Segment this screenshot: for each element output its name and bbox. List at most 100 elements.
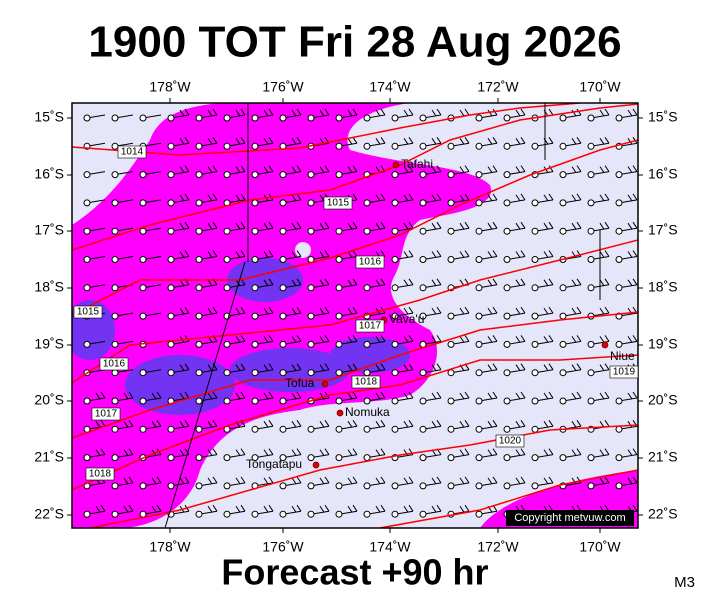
barb-flag	[576, 363, 582, 370]
barb-flag	[436, 476, 442, 484]
barb-flag	[627, 477, 633, 485]
barb-station	[83, 256, 91, 263]
barb-flag	[492, 476, 498, 484]
barb-flag	[184, 165, 190, 172]
right-lat-label: 19˚S	[648, 336, 678, 352]
wind-barb	[195, 420, 218, 433]
bottom-lon-label: 174˚W	[369, 539, 411, 555]
isobar-label: 1017	[359, 321, 382, 332]
barb-flag	[487, 421, 493, 428]
barb-station	[559, 171, 567, 179]
barb-flag	[543, 222, 549, 230]
barb-flag	[184, 250, 190, 257]
barb-station	[307, 482, 315, 490]
barb-flag	[375, 392, 381, 400]
barb-flag	[459, 336, 465, 343]
wind-barb	[139, 256, 162, 263]
barb-station	[419, 256, 427, 263]
barb-flag	[576, 448, 582, 455]
barb-station	[531, 369, 539, 377]
barb-flag	[263, 449, 269, 456]
barb-flag	[599, 449, 605, 456]
barb-flag	[319, 449, 325, 456]
barb-station	[111, 397, 119, 405]
barb-flag	[599, 364, 605, 371]
barb-flag	[515, 449, 521, 456]
barb-flag	[576, 193, 582, 201]
barb-flag	[156, 391, 162, 399]
isobar-label-box	[355, 255, 385, 269]
barb-flag	[207, 449, 213, 456]
wind-barb	[475, 250, 498, 263]
barb-flag	[263, 421, 269, 428]
barb-station	[447, 454, 455, 462]
isobar-label: 1019	[613, 367, 636, 378]
wind-barb	[419, 391, 442, 405]
barb-flag	[548, 165, 554, 172]
barb-flag	[380, 391, 386, 399]
barb-flag	[100, 391, 106, 399]
wind-barb	[503, 108, 526, 122]
barb-flag	[235, 109, 241, 117]
barb-flag	[179, 194, 185, 202]
wind-barb	[559, 363, 582, 377]
barb-flag	[95, 505, 101, 513]
barb-flag	[543, 477, 549, 485]
barb-flag	[263, 138, 269, 145]
barb-flag	[487, 109, 493, 117]
barb-flag	[240, 306, 246, 314]
barb-station	[391, 482, 399, 490]
wind-barb	[195, 391, 218, 405]
barb-flag	[212, 420, 218, 427]
barb-flag	[408, 420, 414, 427]
barb-flag	[408, 165, 414, 172]
isobar-label: 1014	[121, 147, 144, 158]
wind-barb	[139, 171, 162, 179]
isobar-label: 1016	[359, 257, 382, 268]
barb-flag	[156, 476, 162, 484]
barb-station	[167, 284, 175, 292]
barb-station	[363, 397, 371, 405]
barb-flag	[571, 222, 577, 230]
barb-station	[391, 369, 399, 377]
barb-flag	[100, 420, 106, 427]
barb-station	[363, 227, 371, 235]
barb-flag	[492, 306, 498, 314]
wind-barb	[111, 340, 134, 348]
wind-barb	[279, 137, 302, 150]
barb-station	[83, 199, 91, 207]
barb-station	[111, 340, 119, 348]
barb-flag	[268, 250, 274, 257]
right-lat-label: 18˚S	[648, 279, 678, 295]
barb-station	[475, 227, 483, 235]
barb-flag	[207, 477, 213, 485]
barb-flag	[235, 222, 241, 230]
barb-flag	[627, 279, 633, 287]
barb-station	[195, 454, 203, 462]
wind-barb	[447, 165, 470, 179]
bottom-lon-label: 170˚W	[579, 539, 621, 555]
barb-flag	[240, 165, 246, 172]
wind-barb	[615, 278, 638, 292]
barb-flag	[548, 391, 554, 399]
barb-flag	[604, 391, 610, 399]
barb-flag	[436, 504, 442, 512]
wind-barb	[531, 250, 554, 263]
barb-flag	[156, 420, 162, 427]
barb-station	[83, 227, 91, 235]
barb-flag	[268, 221, 274, 229]
barb-flag	[347, 392, 353, 400]
wind-barb	[391, 335, 414, 348]
barb-station	[391, 284, 399, 292]
barb-station	[223, 284, 231, 292]
barb-flag	[632, 476, 638, 484]
barb-station	[419, 425, 427, 433]
place-marker	[312, 461, 320, 469]
barb-flag	[492, 420, 498, 427]
barb-flag	[375, 421, 381, 428]
barb-station	[251, 114, 259, 122]
barb-flag	[599, 109, 605, 117]
barb-flag	[571, 477, 577, 485]
wind-barb	[559, 108, 582, 122]
wind-barb	[195, 108, 218, 122]
